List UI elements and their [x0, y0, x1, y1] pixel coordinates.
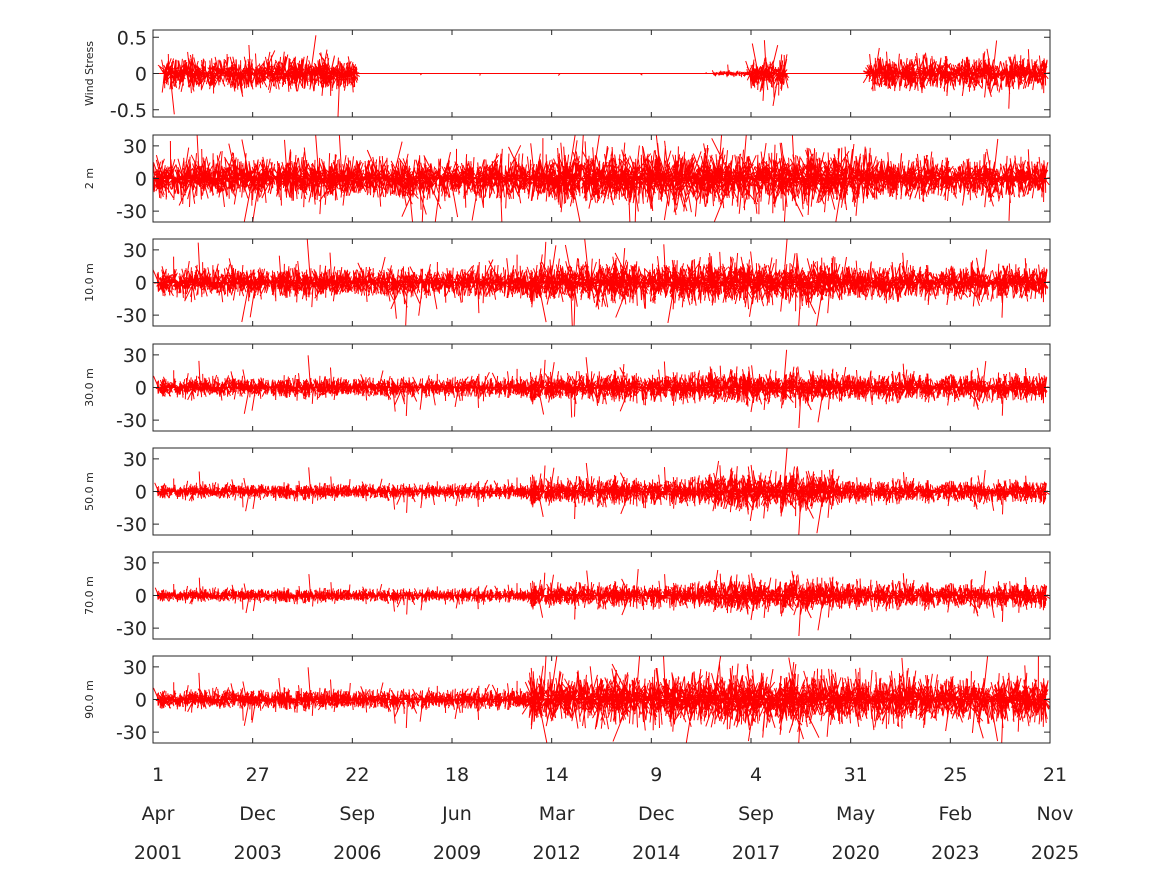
- panel-3: 30 0 -30 30.0 m: [83, 343, 1051, 432]
- stick-series: [153, 239, 1050, 326]
- panels: 0.5 0 -0.5 Wind Stress 30 0 -30 2 m 30 0 -30 10.0 m…: [83, 27, 1051, 744]
- vector-sticks: [153, 239, 1050, 326]
- y-tick-label: 0: [135, 169, 147, 191]
- x-date-label: 14 Mar 2012: [532, 764, 580, 864]
- panel-ylabel: 70.0 m: [83, 576, 96, 615]
- x-date-year: 2020: [831, 842, 879, 864]
- x-date-month: Nov: [1036, 803, 1073, 825]
- x-date-year: 2025: [1031, 842, 1079, 864]
- vector-sticks: [153, 569, 1050, 637]
- x-date-year: 2023: [931, 842, 979, 864]
- vector-sticks: [153, 135, 1050, 222]
- x-date-month: Apr: [142, 803, 175, 825]
- y-tick-label: 0: [135, 690, 147, 712]
- x-date-month: Dec: [239, 803, 276, 825]
- x-date-month: Feb: [939, 803, 973, 825]
- x-date-month: Jun: [441, 803, 472, 825]
- y-tick-label: -30: [116, 305, 147, 327]
- panel-ylabel: Wind Stress: [83, 41, 96, 106]
- stick-series: [153, 569, 1050, 637]
- panel-2: 30 0 -30 10.0 m: [83, 238, 1051, 327]
- stick-series: [153, 448, 1050, 535]
- x-date-label: 1 Apr 2001: [134, 764, 182, 864]
- x-date-label: 25 Feb 2023: [931, 764, 979, 864]
- y-tick-label: 30: [123, 553, 147, 575]
- panel-6: 30 0 -30 90.0 m: [83, 655, 1051, 744]
- x-date-day: 14: [545, 764, 569, 786]
- x-date-day: 18: [445, 764, 469, 786]
- panel-ylabel: 50.0 m: [83, 472, 96, 511]
- x-date-year: 2003: [233, 842, 281, 864]
- panel-ylabel: 30.0 m: [83, 368, 96, 407]
- x-date-day: 25: [943, 764, 967, 786]
- x-date-year: 2017: [732, 842, 780, 864]
- x-date-day: 4: [750, 764, 762, 786]
- x-date-label: 27 Dec 2003: [233, 764, 281, 864]
- x-date-day: 21: [1043, 764, 1067, 786]
- stick-series: [153, 656, 1050, 743]
- x-date-month: Sep: [339, 803, 375, 825]
- x-date-day: 1: [152, 764, 164, 786]
- panel-5: 30 0 -30 70.0 m: [83, 551, 1051, 640]
- y-tick-label: 0: [135, 586, 147, 608]
- stick-series: [153, 349, 1050, 429]
- x-date-day: 22: [345, 764, 369, 786]
- panel-4: 30 0 -30 50.0 m: [83, 447, 1051, 536]
- y-tick-label: 0: [135, 273, 147, 295]
- y-tick-label: -30: [116, 514, 147, 536]
- date-axis: 1 Apr 2001 27 Dec 2003 22 Sep 2006 18 Jun 2009 14 Mar…: [134, 764, 1079, 864]
- x-date-month: May: [836, 803, 875, 825]
- panel-ylabel: 90.0 m: [83, 680, 96, 719]
- panel-ylabel: 2 m: [83, 168, 96, 189]
- panel-ylabel: 10.0 m: [83, 263, 96, 302]
- y-tick-label: 0: [135, 482, 147, 504]
- x-date-year: 2009: [433, 842, 481, 864]
- x-date-label: 22 Sep 2006: [333, 764, 381, 864]
- x-date-day: 9: [650, 764, 662, 786]
- y-tick-label: 30: [123, 657, 147, 679]
- x-date-label: 9 Dec 2014: [632, 764, 680, 864]
- x-date-label: 31 May 2020: [831, 764, 879, 864]
- x-date-label: 21 Nov 2025: [1031, 764, 1079, 864]
- y-tick-label: 30: [123, 136, 147, 158]
- x-date-label: 18 Jun 2009: [433, 764, 481, 864]
- x-date-month: Dec: [638, 803, 675, 825]
- y-tick-label: 0: [135, 378, 147, 400]
- vector-sticks: [153, 448, 1050, 535]
- x-date-year: 2001: [134, 842, 182, 864]
- x-date-month: Sep: [738, 803, 774, 825]
- panel-0: 0.5 0 -0.5 Wind Stress: [83, 27, 1051, 122]
- x-date-year: 2006: [333, 842, 381, 864]
- y-tick-label: 30: [123, 345, 147, 367]
- vector-sticks: [153, 349, 1050, 429]
- vector-sticks: [153, 35, 1050, 117]
- y-tick-label: -30: [116, 722, 147, 744]
- vector-sticks: [153, 656, 1050, 743]
- y-tick-label: 0.5: [117, 27, 147, 49]
- x-date-label: 4 Sep 2017: [732, 764, 780, 864]
- y-tick-label: -30: [116, 201, 147, 223]
- x-date-year: 2014: [632, 842, 680, 864]
- y-tick-label: 30: [123, 240, 147, 262]
- stick-series: [153, 35, 1050, 117]
- y-tick-label: 0: [135, 64, 147, 86]
- y-tick-label: -30: [116, 618, 147, 640]
- panel-1: 30 0 -30 2 m: [83, 134, 1051, 223]
- y-tick-label: 30: [123, 449, 147, 471]
- x-date-month: Mar: [539, 803, 575, 825]
- x-date-year: 2012: [532, 842, 580, 864]
- x-date-day: 31: [844, 764, 868, 786]
- x-date-day: 27: [246, 764, 270, 786]
- stick-series: [153, 135, 1050, 222]
- y-tick-label: -30: [116, 410, 147, 432]
- y-tick-label: -0.5: [110, 100, 147, 122]
